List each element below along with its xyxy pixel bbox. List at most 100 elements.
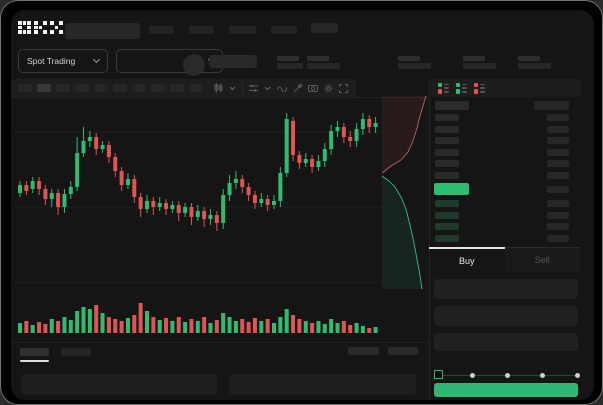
orderbook-last-price[interactable] (434, 183, 469, 195)
volume-bar (208, 323, 213, 333)
volume-bar (284, 309, 289, 333)
timeframe-button[interactable] (56, 84, 70, 92)
volume-bar (151, 317, 156, 333)
nav-item[interactable] (189, 26, 214, 34)
candles-icon[interactable] (214, 83, 223, 93)
slider-stop[interactable] (574, 372, 580, 378)
volume-bars (15, 299, 383, 335)
orderbook-bid-price[interactable] (435, 211, 459, 219)
fullscreen-icon[interactable] (339, 83, 348, 93)
volume-bar (119, 321, 124, 333)
order-form-field[interactable] (434, 306, 578, 326)
tab-sell[interactable]: Sell (504, 248, 580, 272)
volume-bar (68, 320, 73, 333)
candle (37, 177, 42, 195)
chevron-down-icon[interactable] (264, 86, 271, 91)
pair-dropdown[interactable] (116, 49, 223, 73)
orderbook-ask-amount (547, 114, 569, 121)
orderbook-bid-price[interactable] (435, 200, 459, 207)
candle (195, 205, 200, 221)
orderbook-view-asks-icon[interactable] (474, 82, 485, 94)
orderbook-view-both-icon[interactable] (438, 82, 449, 94)
timeframe-button[interactable] (94, 84, 108, 92)
candle (56, 189, 61, 215)
buy-submit-button[interactable] (434, 383, 578, 397)
bottom-tab[interactable] (20, 348, 49, 356)
timeframe-button[interactable] (151, 84, 165, 92)
slider-stop[interactable] (539, 372, 545, 378)
orderbook-ask-price[interactable] (435, 148, 459, 156)
bottom-action-button[interactable] (388, 347, 418, 355)
candle (316, 155, 321, 171)
order-form-field[interactable] (434, 279, 578, 299)
orderbook-ask-price[interactable] (435, 125, 459, 133)
orderbook-ask-amount (547, 125, 569, 133)
orderbook-ask-price[interactable] (435, 137, 459, 145)
nav-item[interactable] (271, 26, 297, 34)
slider-stop[interactable] (504, 372, 510, 378)
volume-bar (164, 318, 169, 333)
timeframe-button[interactable] (18, 84, 32, 92)
draw-icon[interactable] (293, 83, 302, 93)
volume-bar (94, 305, 99, 333)
nav-item[interactable] (229, 26, 256, 34)
timeframe-button[interactable] (75, 84, 89, 92)
volume-bar (202, 317, 207, 333)
bottom-panel (21, 374, 217, 395)
nav-item[interactable] (149, 26, 174, 34)
indicators-icon[interactable] (249, 84, 258, 93)
coin-icon (183, 54, 205, 76)
orderbook-ask-price[interactable] (435, 172, 459, 179)
orderbook-ask-amount (547, 172, 569, 179)
search-input[interactable] (65, 23, 140, 39)
orderbook-bid-price[interactable] (435, 223, 459, 231)
bottom-action-button[interactable] (348, 347, 379, 355)
orderbook-view-bids-icon[interactable] (456, 82, 467, 94)
settings-icon[interactable] (324, 84, 333, 93)
timeframe-button[interactable] (37, 84, 51, 92)
orderbook-ask-price[interactable] (435, 160, 459, 168)
timeframe-button[interactable] (113, 84, 127, 92)
orderbook-header-price[interactable] (435, 101, 469, 110)
volume-bar (176, 317, 181, 333)
orderbook-bid-price[interactable] (435, 234, 459, 242)
volume-bar (125, 318, 130, 333)
candle (113, 153, 118, 177)
camera-icon[interactable] (308, 84, 318, 92)
depth-bids-line (381, 175, 423, 290)
candle (252, 191, 257, 209)
volume-bar (113, 319, 118, 333)
candle (221, 189, 226, 229)
timeframe-button[interactable] (132, 84, 146, 92)
slider-stop[interactable] (469, 372, 475, 378)
wave-icon[interactable] (277, 85, 287, 92)
volume-bar (373, 327, 378, 333)
nav-right-item[interactable] (311, 23, 338, 33)
candle (335, 121, 340, 137)
volume-bar (348, 325, 353, 333)
chevron-down-icon[interactable] (229, 86, 236, 91)
amount-slider-handle[interactable] (434, 370, 443, 379)
orderbook-ask-amount (547, 148, 569, 156)
volume-bar (183, 322, 188, 333)
market-type-dropdown[interactable]: Spot Trading (18, 49, 108, 73)
orderbook-trade-panel: Buy Sell (429, 79, 594, 400)
okx-logo[interactable] (18, 21, 64, 36)
candle (106, 141, 111, 163)
volume-bar (252, 318, 257, 333)
volume-bar (81, 307, 86, 333)
volume-bar (240, 319, 245, 333)
candle (30, 177, 35, 193)
candle (265, 195, 270, 211)
timeframe-button[interactable] (170, 84, 184, 92)
tab-buy[interactable]: Buy (429, 247, 505, 272)
timeframe-button[interactable] (189, 84, 203, 92)
order-form-field[interactable] (434, 333, 578, 351)
candle (24, 181, 29, 195)
candlestick-chart[interactable] (15, 97, 383, 297)
candle (227, 175, 232, 201)
bottom-tab[interactable] (61, 348, 91, 356)
stat-label (518, 56, 540, 61)
candle (310, 155, 315, 173)
orderbook-ask-price[interactable] (435, 114, 459, 121)
